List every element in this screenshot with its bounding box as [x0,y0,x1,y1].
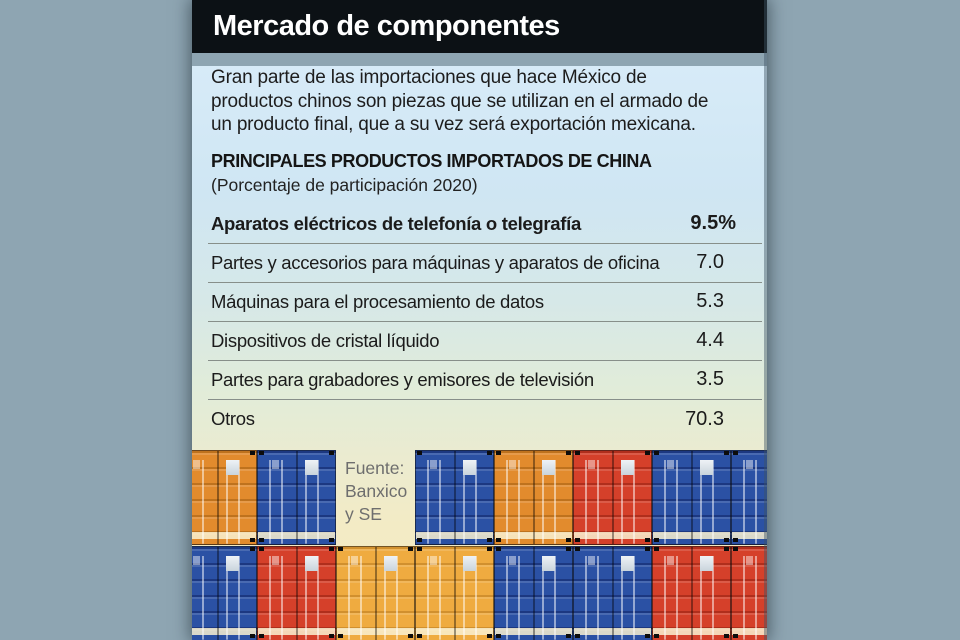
section-subtitle: (Porcentaje de participación 2020) [211,174,478,195]
section-title: PRINCIPALES PRODUCTOS IMPORTADOS DE CHIN… [211,150,652,171]
container-row [192,450,767,545]
table-row: Aparatos eléctricos de telefonía o teleg… [208,205,762,244]
product-value: 5.3 [696,290,724,312]
product-value: 9.5% [690,212,736,234]
product-value: 70.3 [685,407,724,430]
source-line: y SE [345,504,382,524]
table-row: Máquinas para el procesamiento de datos … [208,283,762,322]
product-label: Máquinas para el procesamiento de datos [211,290,544,312]
shipping-container-gold [415,546,494,640]
header-bar: Mercado de componentes [192,0,767,53]
table-row: Otros 70.3 [208,400,762,439]
page-title: Mercado de componentes [213,10,560,42]
intro-line: un producto final, que a su vez será exp… [211,114,696,135]
shipping-container-blue [494,546,573,640]
product-label: Partes para grabadores y emisores de tel… [211,368,594,390]
source-note: Fuente: Banxico y SE [345,457,407,526]
intro-line: Gran parte de las importaciones que hace… [211,67,647,88]
shipping-container-blue [257,450,336,545]
shipping-container-red [257,546,336,640]
table-row: Partes para grabadores y emisores de tel… [208,361,762,400]
infographic-panel: Mercado de componentes Gran parte de las… [192,0,767,640]
panel-body: Gran parte de las importaciones que hace… [192,66,767,640]
containers-photo: Fuente: Banxico y SE [192,450,767,640]
imports-table: Aparatos eléctricos de telefonía o teleg… [208,205,762,439]
shipping-container-red [652,546,731,640]
product-label: Dispositivos de cristal líquido [211,329,440,351]
shipping-container-blue [192,546,257,640]
shipping-container-orange [494,450,573,545]
shipping-container-red [573,450,652,545]
product-label: Otros [211,408,255,429]
shipping-container-gold [336,546,415,640]
shipping-container-blue [652,450,731,545]
shipping-container-blue [415,450,494,545]
shipping-container-orange [192,450,257,545]
product-value: 4.4 [696,329,724,351]
shipping-container-red [731,546,767,640]
intro-paragraph: Gran parte de las importaciones que hace… [211,66,757,137]
source-line: Banxico [345,481,408,501]
product-value: 3.5 [696,368,724,390]
product-label: Partes y accesorios para máquinas y apar… [211,251,660,273]
product-value: 7.0 [696,251,724,273]
table-row: Dispositivos de cristal líquido 4.4 [208,322,762,361]
container-row [192,546,767,640]
product-label: Aparatos eléctricos de telefonía o teleg… [211,212,581,234]
source-line: Fuente: [345,458,405,478]
intro-line: productos chinos son piezas que se utili… [211,90,709,112]
shipping-container-blue [731,450,767,545]
shipping-container-blue [573,546,652,640]
table-row: Partes y accesorios para máquinas y apar… [208,244,762,283]
